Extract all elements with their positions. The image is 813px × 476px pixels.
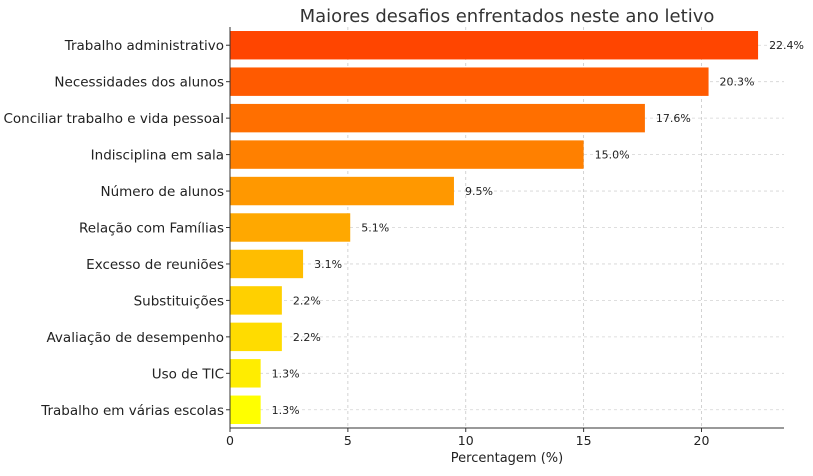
category-label: Excesso de reuniões bbox=[86, 257, 224, 273]
value-label: 17.6% bbox=[656, 112, 691, 125]
value-label: 20.3% bbox=[720, 76, 755, 89]
category-label: Substituições bbox=[134, 293, 224, 309]
category-label: Avaliação de desempenho bbox=[46, 330, 224, 346]
x-tick-label: 20 bbox=[694, 433, 710, 448]
value-label: 2.2% bbox=[293, 331, 321, 344]
x-tick-label: 0 bbox=[226, 433, 234, 448]
category-label: Relação com Famílias bbox=[79, 221, 224, 237]
bars bbox=[230, 31, 759, 424]
bar bbox=[230, 395, 261, 424]
value-label: 22.4% bbox=[769, 39, 804, 52]
x-axis-label: Percentagem (%) bbox=[451, 451, 563, 466]
x-tick-label: 10 bbox=[458, 433, 474, 448]
bar bbox=[230, 322, 282, 352]
category-label: Número de alunos bbox=[100, 184, 224, 200]
bar bbox=[230, 140, 584, 169]
bar bbox=[230, 176, 454, 206]
value-label: 5.1% bbox=[361, 222, 389, 235]
category-labels: Trabalho administrativo Necessidades dos … bbox=[3, 38, 224, 419]
bar bbox=[230, 31, 759, 60]
category-label: Conciliar trabalho e vida pessoal bbox=[3, 111, 224, 127]
axes: 0 5 10 15 20 bbox=[226, 27, 784, 448]
bar bbox=[230, 213, 351, 242]
value-label: 2.2% bbox=[293, 294, 321, 307]
chart-title: Maiores desafios enfrentados neste ano l… bbox=[300, 6, 715, 27]
category-label: Trabalho em várias escolas bbox=[40, 403, 224, 419]
category-label: Trabalho administrativo bbox=[64, 38, 224, 54]
bar bbox=[230, 103, 645, 133]
value-label: 1.3% bbox=[272, 367, 300, 380]
bar bbox=[230, 67, 709, 96]
value-label: 15.0% bbox=[595, 149, 630, 162]
bar bbox=[230, 249, 304, 279]
value-label: 3.1% bbox=[314, 258, 342, 271]
value-labels: 22.4% 20.3% 17.6% 15.0% 9.5% 5.1% 3.1% 2.2% 2.2%… bbox=[272, 39, 804, 417]
bar bbox=[230, 286, 282, 315]
x-tick-label: 5 bbox=[344, 433, 352, 448]
x-tick-label: 15 bbox=[576, 433, 592, 448]
category-label: Uso de TIC bbox=[152, 366, 224, 382]
category-label: Indisciplina em sala bbox=[91, 148, 224, 164]
value-label: 1.3% bbox=[272, 404, 300, 417]
value-label: 9.5% bbox=[465, 185, 493, 198]
bar bbox=[230, 359, 261, 388]
category-label: Necessidades dos alunos bbox=[54, 75, 224, 91]
